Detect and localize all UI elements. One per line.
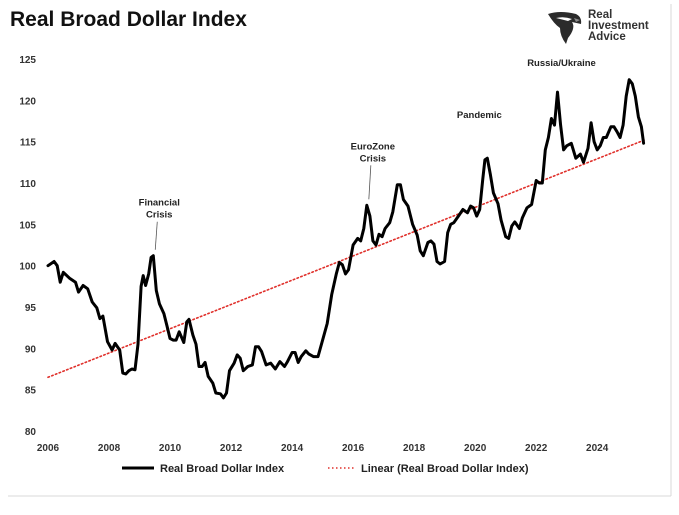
annotation: Pandemic — [457, 110, 502, 121]
annotation-label: Crisis — [360, 153, 386, 164]
annotation-layer: FinancialCrisisEuroZoneCrisisPandemicRus… — [139, 58, 596, 250]
annotation-label: EuroZone — [351, 141, 395, 152]
x-tick-label: 2018 — [403, 443, 426, 454]
series-line-linear-trend — [47, 139, 646, 379]
series-layer — [46, 78, 646, 400]
eagle-head-icon — [548, 12, 582, 44]
legend-label-index: Real Broad Dollar Index — [160, 463, 285, 475]
x-tick-label: 2012 — [220, 443, 243, 454]
x-tick-label: 2024 — [586, 443, 609, 454]
y-tick-label: 120 — [19, 96, 36, 107]
x-tick-label: 2020 — [464, 443, 487, 454]
y-axis-ticks: 80 85 90 95 100 105 110 115 120 125 — [19, 55, 36, 438]
series-line-real-broad-dollar-index — [46, 78, 646, 400]
x-tick-label: 2022 — [525, 443, 548, 454]
y-tick-label: 115 — [20, 138, 37, 149]
plot-border — [8, 4, 672, 497]
y-tick-label: 80 — [25, 427, 37, 438]
annotation: Russia/Ukraine — [527, 58, 596, 69]
x-tick-label: 2008 — [98, 443, 121, 454]
brand-name: Real Investment Advice — [588, 9, 649, 43]
y-tick-label: 105 — [19, 220, 36, 231]
y-tick-label: 110 — [20, 179, 37, 190]
annotation-label: Crisis — [146, 210, 172, 221]
x-tick-label: 2006 — [37, 443, 60, 454]
y-tick-label: 95 — [25, 303, 37, 314]
legend-label-linear: Linear (Real Broad Dollar Index) — [361, 463, 529, 475]
x-axis-ticks: 2006 2008 2010 2012 2014 2016 2018 2020 2022 2024 — [37, 443, 609, 454]
annotation-leader-line — [154, 221, 158, 250]
y-tick-label: 90 — [25, 344, 37, 355]
chart-title: Real Broad Dollar Index — [10, 8, 247, 31]
brand-line-3: Advice — [588, 31, 626, 43]
annotation-label: Financial — [139, 198, 180, 209]
annotation-label: Pandemic — [457, 110, 502, 121]
annotation-label: Russia/Ukraine — [527, 58, 596, 69]
brand-line-2: Investment — [588, 20, 649, 32]
annotation-leader-line — [368, 165, 372, 200]
x-tick-label: 2014 — [281, 443, 304, 454]
brand-line-1: Real — [588, 9, 613, 21]
x-tick-label: 2010 — [159, 443, 182, 454]
brand-logo: Real Investment Advice — [546, 8, 666, 48]
y-tick-label: 100 — [19, 262, 36, 273]
x-tick-label: 2016 — [342, 443, 365, 454]
y-tick-label: 125 — [19, 55, 36, 66]
y-tick-label: 85 — [25, 386, 37, 397]
chart-legend: Real Broad Dollar Index Linear (Real Broa… — [122, 463, 529, 475]
